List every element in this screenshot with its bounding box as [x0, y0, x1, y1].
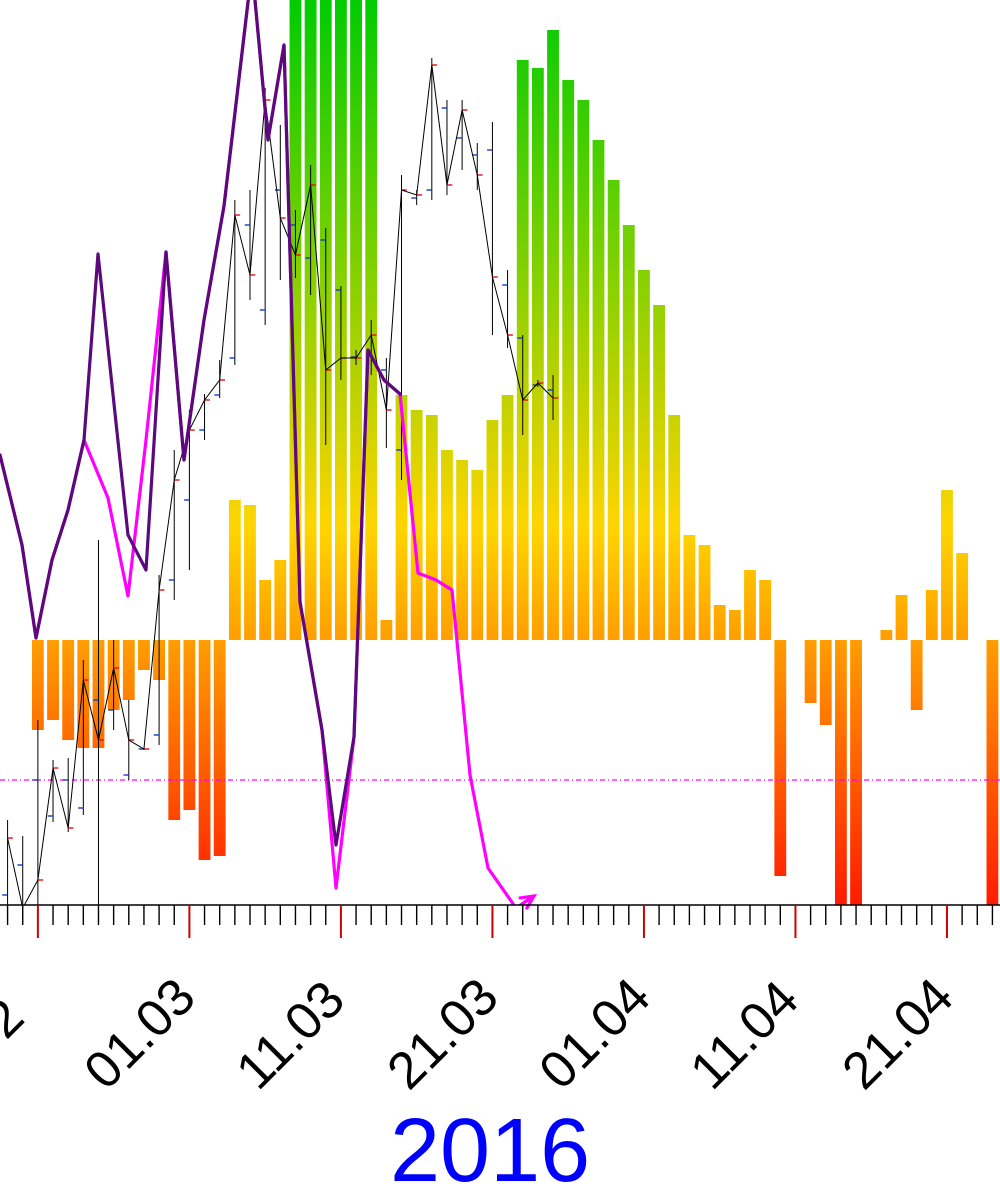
chart-container: 1.0201.0311.0321.0301.0411.0421.04 2016: [0, 0, 1000, 1200]
year-label: 2016: [390, 1100, 590, 1200]
